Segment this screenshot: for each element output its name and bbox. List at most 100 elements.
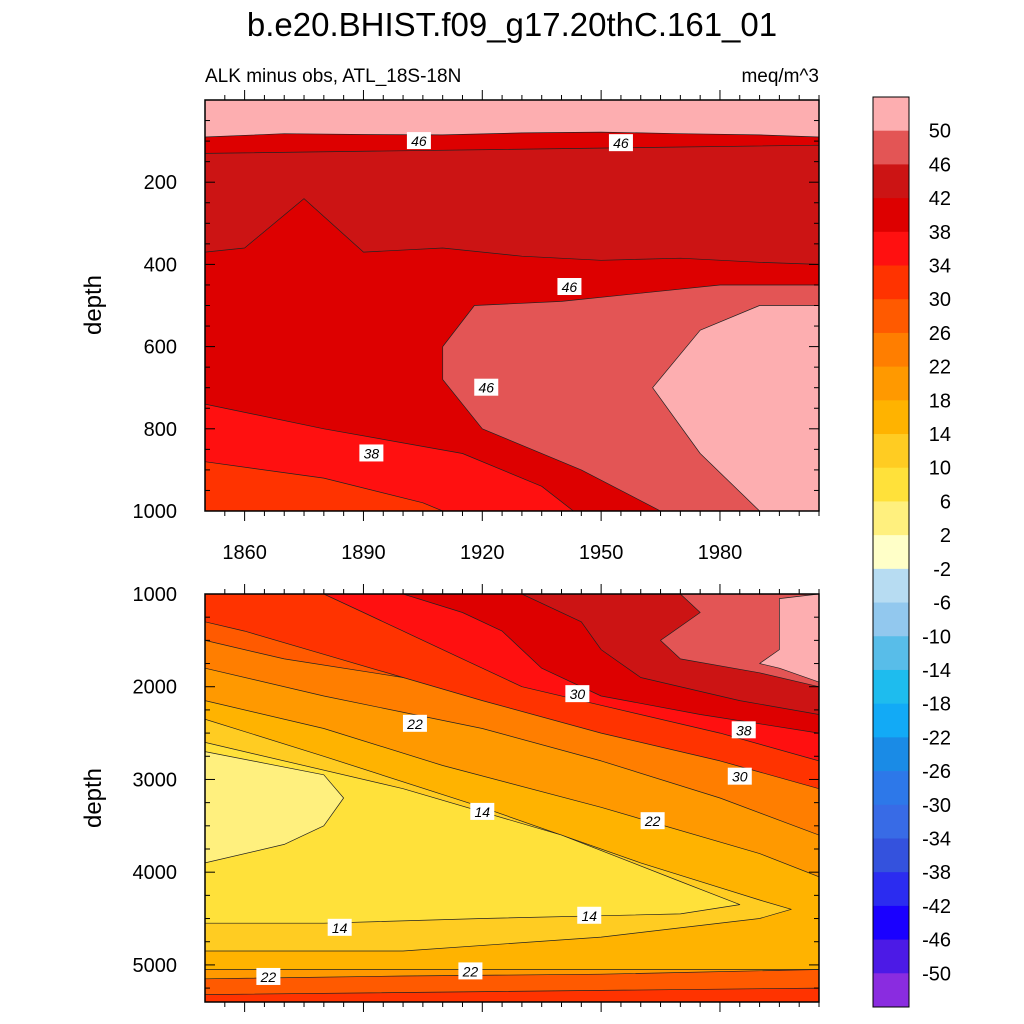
lower-contour-label-5: 22 (644, 813, 661, 829)
colorbar-label: 22 (929, 357, 951, 379)
lower-contour-label-2: 38 (736, 722, 752, 738)
colorbar-swatch-22 (873, 838, 909, 873)
chart-units: meq/m^3 (741, 66, 819, 87)
x-tick-label: 1890 (341, 542, 386, 564)
colorbar-swatch-23 (873, 872, 909, 907)
colorbar-label: 26 (929, 323, 951, 345)
upper-contour-region-3 (652, 305, 819, 511)
lower-contour-label-box-8 (458, 962, 483, 980)
upper-contour-region-1 (205, 144, 819, 265)
colorbar-label: -30 (922, 795, 951, 817)
lower-contour-fills (205, 594, 819, 1002)
lower-contour-label-0: 30 (570, 686, 586, 702)
colorbar-swatch-14 (873, 568, 909, 603)
colorbar-swatch-24 (873, 905, 909, 940)
colorbar-swatch-9 (873, 400, 909, 435)
lower-y-axis-title: depth (80, 768, 107, 828)
lower-contour-label-box-3 (727, 767, 752, 785)
lower-panel: 30 22 38 30 14 22 14 14 22 22 1000 2000 3000 4000 500… (80, 584, 820, 1012)
lower-contour-label-box-0 (565, 685, 590, 703)
chart-subtitle-left: ALK minus obs, ATL_18S-18N (205, 66, 461, 87)
colorbar-swatch-11 (873, 467, 909, 502)
lower-y-tick-label: 2000 (133, 677, 178, 699)
upper-y-tick-label: 800 (144, 419, 177, 441)
lower-y-tick-label: 4000 (133, 862, 178, 884)
colorbar-label: 46 (929, 154, 951, 176)
lower-contour-label-4: 14 (475, 804, 491, 820)
lower-contour-label-box-2 (731, 721, 756, 739)
lower-contour-label-box-1 (402, 714, 427, 732)
colorbar-swatch-15 (873, 602, 909, 637)
lower-contour-region-6 (205, 751, 344, 864)
lower-contour-region-14 (205, 987, 819, 1002)
upper-contour-label-1: 46 (613, 135, 629, 151)
colorbar-swatch-26 (873, 973, 909, 1008)
x-tick-label: 1980 (698, 542, 743, 564)
colorbar-label: 10 (929, 458, 951, 480)
upper-contour-label-0: 46 (411, 133, 427, 149)
upper-y-axis: 200 400 600 800 1000 (133, 99, 819, 523)
colorbar-label: -2 (933, 559, 951, 581)
colorbar-swatch-6 (873, 299, 909, 334)
colorbar-swatch-20 (873, 771, 909, 806)
lower-contour-label-7: 14 (332, 920, 348, 936)
lower-contour-labels: 30 22 38 30 14 22 14 14 22 22 (256, 685, 756, 985)
colorbar-label: -42 (922, 896, 951, 918)
colorbar-swatch-7 (873, 332, 909, 368)
colorbar-label: 2 (940, 525, 951, 547)
colorbar-label: -22 (922, 727, 951, 749)
colorbar-swatch-21 (873, 804, 909, 839)
colorbar-swatch-2 (873, 164, 909, 199)
upper-y-tick-label: 200 (144, 172, 177, 194)
upper-x-axis: 1860 1890 1920 1950 1980 (222, 90, 820, 564)
colorbar-label: 34 (929, 256, 951, 278)
lower-contour-label-box-7 (327, 918, 352, 936)
colorbar-label: 18 (929, 390, 951, 412)
colorbar-label: -26 (922, 761, 951, 783)
colorbar-label: -50 (922, 963, 951, 985)
lower-y-tick-label: 5000 (133, 955, 178, 977)
upper-contour-labels: 46 46 46 46 38 (359, 132, 633, 462)
lower-contour-label-3: 30 (732, 769, 748, 785)
colorbar-swatch-4 (873, 231, 909, 266)
lower-plot-frame (204, 593, 820, 1003)
upper-contour-label-box-1 (608, 134, 633, 152)
chart-title: b.e20.BHIST.f09_g17.20thC.161_01 (247, 6, 777, 43)
upper-contour-label-box-0 (406, 132, 431, 150)
lower-y-tick-label: 1000 (133, 584, 178, 606)
x-tick-label: 1920 (460, 542, 505, 564)
upper-contour-label-3: 46 (478, 380, 494, 396)
colorbar-swatch-8 (873, 366, 909, 401)
colorbar-label: 14 (929, 424, 951, 446)
colorbar-swatch-3 (873, 198, 909, 233)
upper-y-tick-label: 600 (144, 337, 177, 359)
colorbar: 50 46 42 38 34 30 26 22 18 14 10 6 2 -2 -6 -10 -14 -18 -22… (872, 96, 951, 1008)
colorbar-swatch-12 (873, 501, 909, 536)
upper-y-axis-title: depth (80, 275, 107, 335)
upper-y-tick-label: 1000 (133, 501, 178, 523)
colorbar-label: 50 (929, 121, 951, 143)
colorbar-label: 38 (929, 222, 951, 244)
colorbar-swatch-0 (873, 97, 909, 132)
colorbar-frame (872, 96, 910, 1008)
colorbar-swatch-16 (873, 636, 909, 671)
colorbar-label: -34 (922, 828, 951, 850)
colorbar-label: -18 (922, 694, 951, 716)
lower-y-tick-label: 3000 (133, 769, 178, 791)
colorbar-label: -38 (922, 862, 951, 884)
lower-contour-label-box-5 (640, 812, 665, 830)
colorbar-label: -46 (922, 930, 951, 952)
upper-contour-label-box-3 (474, 378, 499, 396)
upper-contour-fills (205, 100, 819, 511)
colorbar-label: 42 (929, 188, 951, 210)
colorbar-swatch-25 (873, 939, 909, 974)
lower-contour-label-6: 14 (581, 908, 597, 924)
upper-y-tick-label: 400 (144, 254, 177, 276)
lower-contour-label-box-6 (577, 906, 602, 924)
colorbar-swatch-10 (873, 434, 909, 469)
colorbar-label: -6 (933, 593, 951, 615)
x-tick-label: 1860 (222, 542, 267, 564)
upper-contour-label-2: 46 (562, 279, 578, 295)
lower-contour-label-9: 22 (260, 969, 277, 985)
